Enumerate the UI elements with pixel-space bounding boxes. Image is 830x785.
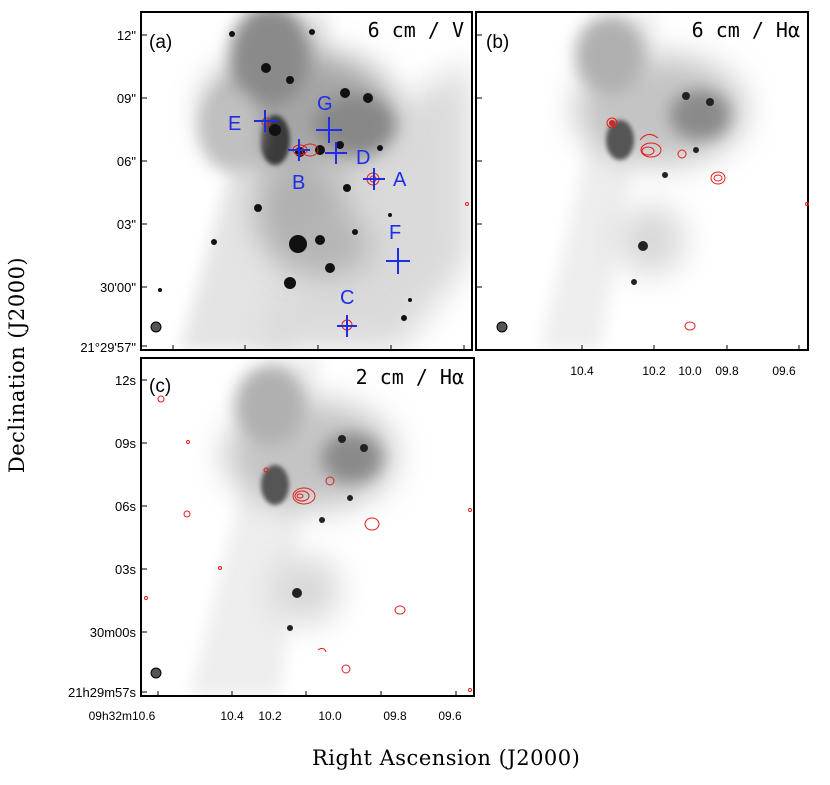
source-label-g: G (317, 93, 333, 115)
ra-tick-label: 10.2 (642, 364, 666, 378)
dec-tick-label: 21°29'57" (80, 340, 136, 355)
panel-a-frame (140, 11, 473, 351)
x-axis-label: Right Ascension (J2000) (312, 746, 581, 770)
panel-b: (b) 6 cm / Hα 10.4 10.2 10.0 09.8 09.6 (475, 11, 809, 378)
panel-b-tag: (b) (486, 32, 509, 53)
beam-marker (150, 667, 162, 679)
y-axis-label: Declination (J2000) (2, 235, 32, 495)
panel-a: A B C D E F G (a) 6 cm / V 12" 09" 06" 0… (80, 11, 473, 355)
dec-tick-label: 03s (115, 562, 136, 577)
source-marker-c (337, 315, 357, 337)
ra-tick-label: 10.2 (258, 709, 282, 723)
ra-tick-label: 10.4 (220, 709, 244, 723)
source-label-c: C (340, 287, 354, 309)
panel-c-ticks (141, 379, 457, 696)
dec-tick-label: 12s (115, 373, 136, 388)
panel-c-dec-labels: 12s 09s 06s 03s 30m00s 21h29m57s (68, 373, 136, 700)
beam-marker (150, 321, 162, 333)
panel-a-dec-labels: 12" 09" 06" 03" 30'00" 21°29'57" (80, 28, 136, 355)
dec-tick-label: 30m00s (90, 625, 137, 640)
dec-tick-label: 21h29m57s (68, 685, 136, 700)
panel-b-frame (475, 11, 809, 351)
source-marker-e (254, 110, 278, 132)
source-marker-b (288, 139, 310, 161)
ra-tick-label: 10.4 (570, 364, 594, 378)
panel-c-ra-labels: 09h32m10.6 10.4 10.2 10.0 09.8 09.6 (89, 709, 462, 723)
ra-tick-label: 09.8 (715, 364, 739, 378)
ra-tick-label: 09.6 (772, 364, 796, 378)
dec-tick-label: 09" (117, 91, 136, 106)
source-label-f: F (389, 222, 401, 244)
source-markers (254, 110, 410, 337)
y-axis-label-text: Declination (J2000) (5, 256, 29, 474)
ra-tick-label: 10.0 (318, 709, 342, 723)
panel-c-title: 2 cm / Hα (356, 365, 464, 389)
panel-c-contours (144, 395, 472, 692)
dec-tick-label: 06s (115, 499, 136, 514)
panel-a-image (150, 12, 470, 350)
ra-tick-label: 10.0 (678, 364, 702, 378)
dec-tick-label: 09s (115, 436, 136, 451)
source-marker-g (316, 117, 342, 143)
dec-tick-label: 12" (117, 28, 136, 43)
dec-tick-label: 30'00" (100, 280, 136, 295)
beam-marker (496, 321, 508, 333)
panel-c-tag: (c) (149, 376, 171, 397)
ra-tick-label: 09.6 (438, 709, 462, 723)
panel-a-title: 6 cm / V (368, 18, 464, 42)
dec-tick-label: 03" (117, 217, 136, 232)
source-label-d: D (356, 147, 370, 169)
panel-c: (c) 2 cm / Hα 12s 09s 06s 03s 30m00s 21h… (68, 357, 475, 723)
panel-b-contours (606, 117, 809, 331)
panel-b-title: 6 cm / Hα (692, 18, 800, 42)
dec-tick-label: 06" (117, 154, 136, 169)
panel-a-ticks (141, 34, 465, 350)
panel-c-image (150, 358, 395, 696)
source-marker-f (386, 248, 410, 274)
source-marker-d (325, 142, 347, 164)
panel-b-ra-labels: 10.4 10.2 10.0 09.8 09.6 (570, 364, 796, 378)
panel-c-frame (140, 357, 475, 697)
source-label-e: E (228, 113, 241, 135)
panel-b-image (496, 12, 745, 350)
source-label-b: B (292, 172, 305, 194)
panel-a-tag: (a) (149, 32, 172, 53)
source-label-a: A (393, 169, 407, 191)
ra-tick-label: 09.8 (383, 709, 407, 723)
source-marker-a (363, 168, 385, 190)
ra-tick-label: 09h32m10.6 (89, 709, 156, 723)
panel-b-ticks (476, 34, 800, 350)
